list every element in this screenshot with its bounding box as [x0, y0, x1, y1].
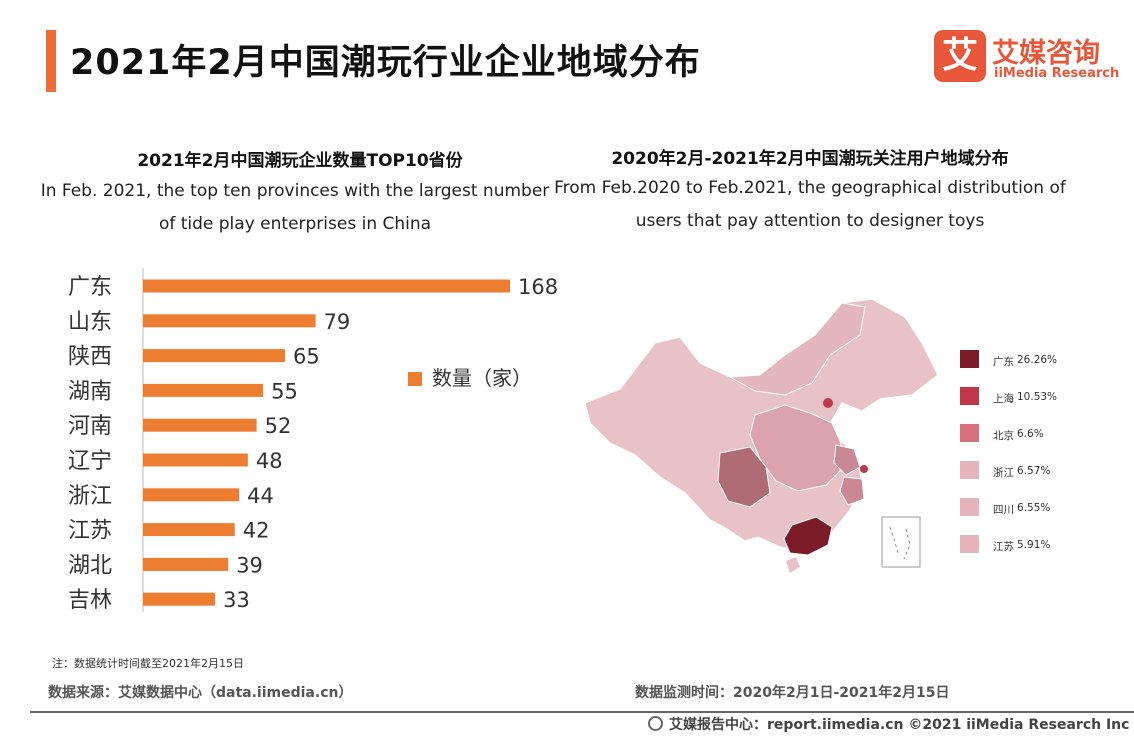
value-label: 168: [518, 275, 558, 299]
legend-region: 江苏: [993, 541, 1014, 553]
map-region-guangdong: [783, 516, 833, 556]
bar: [143, 349, 285, 363]
logo-mark-icon: 艾: [934, 30, 986, 82]
legend-color-swatch: [960, 424, 979, 442]
value-label: 65: [293, 345, 320, 369]
legend-value: 6.6%: [1017, 428, 1044, 440]
value-label: 42: [243, 519, 270, 543]
value-label: 52: [265, 414, 292, 438]
legend-region: 北京: [993, 430, 1014, 442]
map-region-beijing: [823, 398, 833, 408]
map-region-hainan: [786, 557, 800, 573]
category-label: 山东: [68, 310, 112, 335]
legend-value: 10.53%: [1017, 391, 1058, 403]
legend-color-swatch: [960, 498, 979, 516]
bar-chart-description: In Feb. 2021, the top ten provinces with…: [40, 181, 550, 234]
map-region-central: [749, 404, 847, 492]
category-label: 辽宁: [68, 449, 112, 474]
legend-color-swatch: [960, 461, 979, 479]
footer-text: 艾媒报告中心：report.iimedia.cn ©2021 iiMedia R…: [669, 717, 1130, 733]
province-bar-chart: 广东 168 山东 79 陕西 65 湖南 55 河南 52 辽宁 48 浙江 44 江苏 42 湖北 39 吉林 3…: [68, 268, 558, 613]
bar: [143, 488, 240, 502]
bar: [143, 314, 316, 328]
value-label: 33: [223, 588, 250, 612]
bar: [143, 523, 235, 537]
value-label: 44: [247, 484, 274, 508]
legend-region: 浙江: [993, 467, 1014, 479]
bar-chart-title: 2021年2月中国潮玩企业数量TOP10省份: [137, 151, 463, 171]
legend-value: 5.91%: [1017, 539, 1051, 551]
bar: [143, 557, 229, 571]
south-china-sea-dashes: [889, 526, 911, 560]
bar: [143, 453, 248, 467]
category-label: 陕西: [68, 345, 112, 370]
category-label: 湖北: [68, 553, 112, 578]
footer: 艾媒报告中心：report.iimedia.cn ©2021 iiMedia R…: [648, 714, 1129, 734]
value-label: 48: [256, 449, 283, 473]
data-note: 注：数据统计时间截至2021年2月15日: [52, 657, 244, 670]
legend-swatch: [408, 372, 422, 386]
legend-value: 26.26%: [1017, 354, 1058, 366]
monitor-time: 数据监测时间：2020年2月1日-2021年2月15日: [635, 685, 950, 701]
map-region-jiangsu: [833, 444, 861, 476]
iimedia-logo: 艾 艾媒咨询 iiMedia Research: [934, 30, 1124, 86]
china-map: [584, 298, 939, 573]
legend-region: 四川: [993, 504, 1014, 516]
legend-color-swatch: [960, 350, 979, 368]
legend-color-swatch: [960, 535, 979, 553]
category-label: 河南: [68, 414, 112, 439]
legend-color-swatch: [960, 387, 979, 405]
map-title: 2020年2月-2021年2月中国潮玩关注用户地域分布: [611, 149, 1009, 169]
bar: [143, 418, 257, 432]
category-label: 吉林: [68, 588, 112, 613]
bar-chart-legend: 数量（家）: [408, 362, 532, 391]
map-region-sichuan: [717, 446, 771, 508]
logo-chinese-name: 艾媒咨询: [992, 38, 1100, 69]
logo-english-name: iiMedia Research: [994, 66, 1120, 81]
bar: [143, 592, 216, 606]
legend-label: 数量（家）: [432, 366, 532, 390]
bar: [143, 279, 510, 293]
category-label: 江苏: [68, 519, 112, 544]
map-region-inner-mongolia: [728, 302, 866, 396]
globe-icon: [648, 716, 663, 731]
legend-value: 6.57%: [1017, 465, 1051, 477]
footer-divider: [30, 711, 1134, 713]
data-source: 数据来源：艾媒数据中心（data.iimedia.cn）: [48, 685, 353, 701]
map-region-shanghai: [860, 465, 868, 473]
title-accent-bar: [46, 30, 56, 92]
bar: [143, 383, 264, 397]
legend-value: 6.55%: [1017, 502, 1051, 514]
legend-region: 广东: [993, 356, 1014, 368]
map-region-zhejiang: [839, 476, 865, 506]
value-label: 55: [271, 379, 298, 403]
category-label: 湖南: [68, 379, 112, 404]
map-description: From Feb.2020 to Feb.2021, the geographi…: [554, 178, 1066, 231]
south-china-sea-inset: [881, 516, 921, 568]
page-title: 2021年2月中国潮玩行业企业地域分布: [70, 43, 701, 83]
legend-region: 上海: [993, 393, 1014, 405]
category-label: 广东: [68, 275, 112, 300]
value-label: 39: [236, 553, 263, 577]
value-label: 79: [324, 310, 351, 334]
category-label: 浙江: [68, 484, 112, 509]
